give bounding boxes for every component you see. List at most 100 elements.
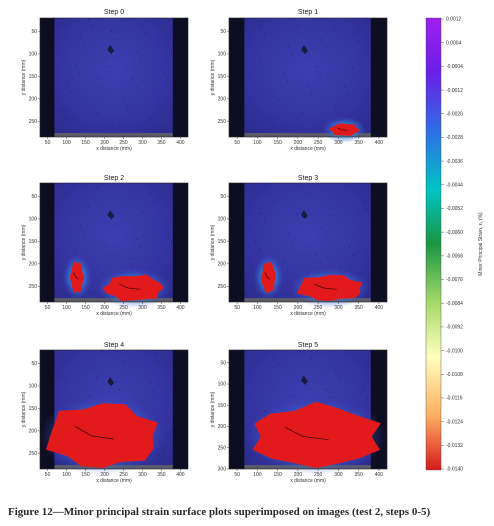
x-tick-label: 300 <box>138 305 147 311</box>
speckle <box>264 220 266 222</box>
x-axis-label: x distance (mm) <box>96 478 132 484</box>
speckle <box>114 38 116 41</box>
surface-mark <box>107 44 115 54</box>
speckle <box>366 208 368 210</box>
colorbar-tick-label: -0.0028 <box>446 135 463 141</box>
speckle <box>301 376 304 378</box>
speckle <box>118 199 121 201</box>
speckle <box>319 261 321 263</box>
speckle <box>70 92 72 94</box>
x-tick-label: 400 <box>375 140 384 146</box>
speckle <box>348 246 350 248</box>
x-tick-label: 300 <box>138 140 147 146</box>
x-tick-label: 250 <box>119 305 128 311</box>
speckle <box>324 234 326 236</box>
speckle <box>259 60 261 62</box>
plot-frame <box>39 182 189 303</box>
speckle <box>250 267 252 269</box>
x-tick-label: 300 <box>138 472 147 478</box>
speckle <box>101 85 103 87</box>
speckle <box>79 225 82 227</box>
y-tick-label: 250 <box>218 119 227 125</box>
x-tick-label: 50 <box>234 305 240 311</box>
speckle <box>114 226 116 228</box>
y-tick-label: 50 <box>31 361 37 367</box>
speckle <box>293 206 295 208</box>
high-strain-region <box>69 261 85 294</box>
speckle <box>357 227 359 229</box>
speckle <box>305 384 307 386</box>
speckle <box>264 33 266 35</box>
speckle <box>166 79 168 81</box>
speckle <box>339 266 342 268</box>
figure-caption: Figure 12—Minor principal strain surface… <box>8 506 431 518</box>
speckle <box>310 93 312 95</box>
x-tick-label: 150 <box>81 140 90 146</box>
speckle <box>277 99 280 102</box>
speckle <box>283 72 285 74</box>
speckle <box>272 201 275 203</box>
speckle <box>171 240 173 242</box>
speckle <box>301 186 304 189</box>
speckle <box>338 377 340 379</box>
colorbar-tick-label: -0.0084 <box>446 301 463 307</box>
panel-title: Step 1 <box>298 9 318 16</box>
y-tick-label: 300 <box>218 467 227 473</box>
speckle <box>65 383 67 385</box>
speckle <box>260 402 262 404</box>
speckle <box>246 448 248 450</box>
speckle <box>348 59 350 61</box>
speckle <box>65 193 67 195</box>
y-tick-label: 250 <box>218 445 227 451</box>
speckle <box>141 24 143 26</box>
speckle <box>362 200 364 202</box>
y-tick-label: 200 <box>218 424 227 430</box>
speckle <box>141 401 143 403</box>
speckle <box>274 92 276 94</box>
plot-frame <box>228 182 388 303</box>
speckle <box>362 390 364 392</box>
step-panel: Step 5 50 100 150 200 250 300 350 400 50 100 150 200… <box>210 342 388 484</box>
speckle <box>105 58 108 60</box>
speckle <box>305 194 307 196</box>
speckle <box>253 87 256 89</box>
speckle <box>334 369 336 371</box>
x-tick-label: 150 <box>273 305 282 311</box>
speckle <box>109 253 111 255</box>
speckle <box>291 241 293 243</box>
y-tick-label: 50 <box>220 29 226 35</box>
speckle <box>255 240 257 242</box>
colorbar-tick-label: -0.0012 <box>446 88 463 94</box>
speckle <box>140 246 142 248</box>
speckle <box>122 207 124 209</box>
speckle <box>343 86 345 88</box>
colorbar-label: Minor Principal Strain, ε₁ (%) <box>478 212 484 276</box>
speckle <box>153 125 155 128</box>
step-panel: Step 1 50 100 150 200 250 300 350 400 50 100 150 200… <box>210 9 388 152</box>
speckle <box>62 375 64 377</box>
speckle <box>250 79 252 81</box>
x-tick-label: 100 <box>253 305 262 311</box>
colorbar-tick-label: -0.0124 <box>446 419 463 425</box>
speckle <box>269 119 271 121</box>
speckle <box>283 260 285 262</box>
speckle <box>291 53 293 55</box>
x-tick-label: 250 <box>314 305 323 311</box>
high-strain-region <box>252 401 381 468</box>
speckle <box>353 219 355 221</box>
speckle <box>320 38 323 41</box>
speckle <box>115 381 117 383</box>
crack-line <box>284 426 329 441</box>
speckle <box>367 363 369 365</box>
speckle <box>300 34 302 36</box>
base-strip <box>244 133 371 137</box>
speckle <box>307 85 309 87</box>
y-axis-label: y distance (mm) <box>21 391 27 427</box>
speckle <box>301 112 304 114</box>
speckle <box>319 73 321 76</box>
speckle <box>166 267 168 269</box>
speckle <box>75 252 77 254</box>
x-tick-label: 100 <box>62 305 71 311</box>
base-strip <box>54 133 173 137</box>
speckle <box>70 356 72 358</box>
